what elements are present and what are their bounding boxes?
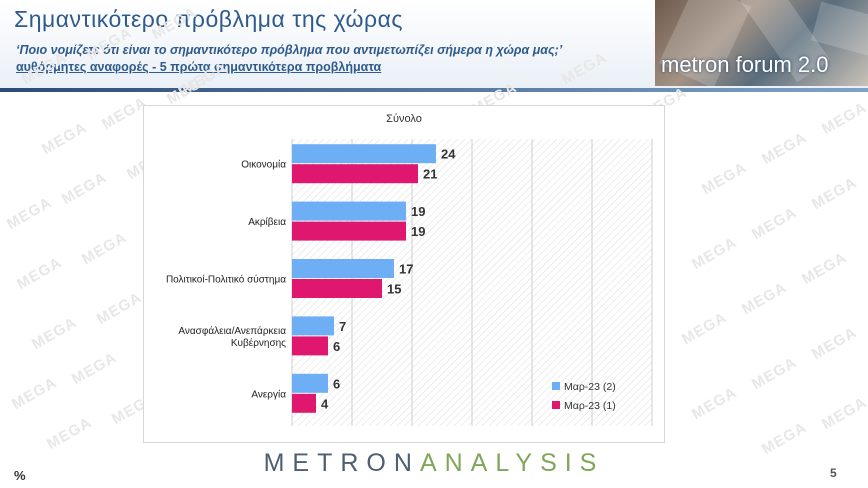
watermark-mega: MEGA	[819, 98, 868, 139]
bar	[292, 164, 418, 184]
watermark-mega: MEGA	[9, 373, 60, 414]
watermark-mega: MEGA	[689, 383, 740, 424]
watermark-mega: MEGA	[809, 173, 860, 214]
header-divider	[0, 88, 868, 92]
watermark-mega: MEGA	[749, 203, 800, 244]
watermark-mega: MEGA	[819, 393, 868, 434]
watermark-mega: MEGA	[39, 118, 90, 159]
data-label: 19	[411, 224, 425, 239]
chart-container: Σύνολο 24 21 Οικονομία 19 19 Ακρίβεια 17 15 Πολι…	[143, 105, 665, 443]
watermark-mega: MEGA	[699, 158, 750, 199]
legend-swatch	[552, 382, 560, 390]
legend-label: Μαρ-23 (1)	[564, 400, 616, 412]
page-title: Σημαντικότερο πρόβλημα της χώρας	[14, 6, 403, 32]
watermark-mega: MEGA	[759, 128, 810, 169]
watermark-mega: MEGA	[799, 248, 850, 289]
category-label: Ανεργία	[251, 388, 286, 400]
watermark-mega: MEGA	[809, 323, 860, 364]
data-label: 21	[423, 167, 437, 182]
logo-text: metron forum 2.0	[661, 52, 829, 77]
watermark-mega: MEGA	[689, 233, 740, 274]
bar	[292, 336, 328, 356]
category-label: Ακρίβεια	[248, 216, 286, 228]
bar	[292, 393, 316, 413]
watermark-mega: MEGA	[739, 278, 790, 319]
metron-analysis-logo: METRONANALYSIS	[0, 449, 868, 478]
legend-swatch	[552, 401, 560, 409]
watermark-mega: MEGA	[749, 353, 800, 394]
page-number: 5	[830, 466, 837, 480]
data-label: 15	[387, 282, 401, 297]
percent-unit: %	[14, 468, 26, 483]
legend-label: Μαρ-23 (2)	[564, 381, 616, 393]
bar	[292, 221, 406, 241]
question-text: ‘Ποιο νομίζετε ότι είναι το σημαντικότερ…	[16, 43, 563, 57]
bar	[292, 373, 328, 393]
watermark-mega: MEGA	[69, 348, 120, 389]
bar-chart: Σύνολο 24 21 Οικονομία 19 19 Ακρίβεια 17 15 Πολι…	[166, 113, 653, 426]
metron-forum-logo: metron forum 2.0	[655, 0, 868, 86]
logo-word-metron: METRON	[263, 449, 420, 477]
watermark-mega: MEGA	[59, 168, 110, 209]
watermark-mega: MEGA	[94, 288, 145, 329]
bar	[292, 144, 436, 164]
watermark-mega: MEGA	[4, 193, 55, 234]
watermark-mega: MEGA	[79, 228, 130, 269]
data-label: 24	[441, 147, 456, 162]
data-label: 6	[333, 339, 340, 354]
data-label: 6	[333, 376, 340, 391]
category-label: Ανασφάλεια/Ανεπάρκεια Κυβέρνησης	[178, 325, 286, 349]
bar	[292, 201, 406, 221]
data-label: 7	[339, 319, 346, 334]
data-label: 4	[321, 396, 329, 411]
bar	[292, 259, 394, 278]
chart-title: Σύνολο	[386, 113, 422, 125]
watermark-mega: MEGA	[679, 308, 730, 349]
data-label: 17	[399, 262, 413, 277]
question-note: αυθόρμητες αναφορές - 5 πρώτα σημαντικότ…	[16, 60, 382, 74]
logo-word-analysis: ANALYSIS	[419, 449, 605, 477]
category-label: Οικονομία	[241, 159, 286, 171]
bar	[292, 279, 382, 298]
watermark-mega: MEGA	[44, 413, 95, 454]
bar	[292, 316, 334, 336]
watermark-mega: MEGA	[29, 313, 80, 354]
watermark-mega: MEGA	[14, 253, 65, 294]
data-label: 19	[411, 204, 425, 219]
category-label: Πολιτικοί-Πολιτικό σύστημα	[166, 274, 286, 286]
